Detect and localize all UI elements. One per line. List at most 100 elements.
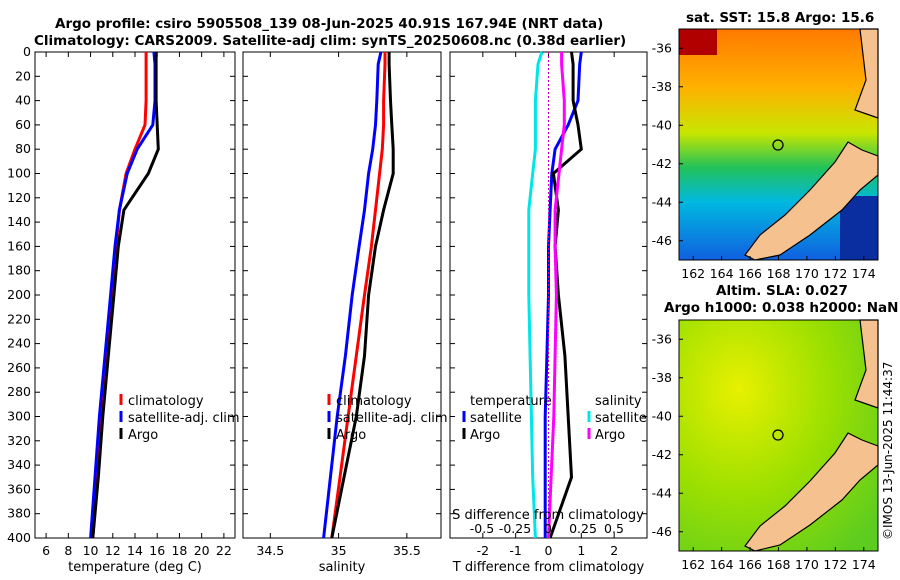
legend-label: satellite-adj. clim — [336, 411, 448, 426]
y-tick-label: 160 — [7, 238, 31, 253]
y-tick-label: 80 — [15, 141, 31, 156]
map-y-tick-label: -44 — [652, 485, 672, 500]
y-tick-label: 280 — [7, 384, 31, 399]
y-tick-label: 140 — [7, 214, 31, 229]
s-diff-tick-label: 0 — [544, 521, 552, 536]
map-x-tick-label: 166 — [738, 266, 762, 281]
profile-panel-2: -2 -1 0 1 2 T difference from climatology temp… — [449, 51, 648, 575]
map-x-tick-label: 168 — [767, 266, 791, 281]
y-tick-label: 40 — [15, 93, 31, 108]
x-tick-label: 20 — [194, 543, 210, 558]
legend-label: satellite — [470, 411, 522, 426]
map-x-tick-label: 162 — [681, 557, 705, 572]
legend-label: Argo — [128, 428, 158, 443]
s-diff-tick-label: 0.5 — [604, 521, 624, 536]
sla-map-title: Altim. SLA: 0.027 — [716, 283, 848, 299]
x-tick-label: 35 — [331, 543, 347, 558]
legend-label: climatology — [128, 394, 204, 409]
map-y-tick-label: -46 — [652, 524, 672, 539]
legend-label: Argo — [336, 428, 366, 443]
map-y-tick-label: -38 — [652, 370, 672, 385]
series-line-t-argo — [548, 51, 583, 539]
y-tick-label: 180 — [7, 263, 31, 278]
sst-map-warm-corner — [679, 29, 717, 55]
y-tick-label: 380 — [7, 506, 31, 521]
legend-label: satellite — [595, 411, 647, 426]
x-tick-label: 18 — [171, 543, 187, 558]
map-x-tick-label: 164 — [710, 557, 734, 572]
map-y-tick-label: -36 — [652, 40, 672, 55]
chart-title-line1: Argo profile: csiro 5905508_139 08-Jun-2… — [55, 16, 604, 32]
series-line-argo — [91, 52, 160, 539]
series-line-satellite-adj-clim — [322, 51, 383, 539]
x-tick-label: 12 — [105, 543, 121, 558]
x-axis-title: salinity — [319, 560, 366, 575]
legend-label: Argo — [595, 428, 625, 443]
x-tick-label: 22 — [216, 543, 232, 558]
y-tick-label: 300 — [7, 409, 31, 424]
sla-map-argo-marker — [772, 429, 784, 441]
map-y-tick-label: -44 — [652, 194, 672, 209]
y-tick-label: 120 — [7, 190, 31, 205]
profile-panel-1: 34.5 35 35.5 salinity climatology satellite-a… — [242, 51, 448, 575]
panel-frame — [34, 51, 236, 539]
sst-map-cold-patch — [840, 196, 878, 260]
legend-label: climatology — [336, 394, 412, 409]
x-tick-label: 34.5 — [256, 543, 284, 558]
x-tick-label: 10 — [83, 543, 99, 558]
y-tick-label: 60 — [15, 117, 31, 132]
y-tick-label: 20 — [15, 68, 31, 83]
y-tick-label: 200 — [7, 287, 31, 302]
map-x-tick-label: 170 — [795, 266, 819, 281]
series-line-s-satellite — [527, 51, 544, 539]
sst-map-argo-marker — [772, 139, 784, 151]
y-tick-label: 320 — [7, 433, 31, 448]
map-x-tick-label: 172 — [823, 266, 847, 281]
chart-title-line2: Climatology: CARS2009. Satellite-adj cli… — [34, 33, 627, 49]
x-tick-label: 8 — [64, 543, 72, 558]
map-x-tick-label: 170 — [795, 557, 819, 572]
series-line-t-satellite — [543, 51, 583, 538]
map-y-tick-label: -42 — [652, 156, 672, 171]
x-axis-title: temperature (deg C) — [68, 560, 202, 575]
legend-title: temperature — [470, 394, 552, 409]
series-line-climatology — [330, 52, 387, 539]
s-diff-axis-title: S difference from climatology — [452, 508, 644, 523]
y-tick-label: 0 — [23, 44, 31, 59]
legend-label: Argo — [470, 428, 500, 443]
x-tick-label: 14 — [127, 543, 143, 558]
map-y-tick-label: -42 — [652, 447, 672, 462]
y-tick-label: 100 — [7, 166, 31, 181]
legend-label: satellite-adj. clim — [128, 411, 240, 426]
x-tick-label: 1 — [577, 543, 585, 558]
y-tick-label: 340 — [7, 457, 31, 472]
legend-title: salinity — [595, 394, 642, 409]
x-tick-label: 6 — [42, 543, 50, 558]
profile-panel-0: 0 20 40 60 80 100 120 140 160 180 200 220 240 260 280 3… — [7, 44, 239, 575]
x-tick-label: 35.5 — [393, 543, 421, 558]
y-tick-label: 220 — [7, 311, 31, 326]
map-y-tick-label: -40 — [652, 117, 672, 132]
s-diff-tick-label: -0.25 — [499, 521, 531, 536]
series-line-climatology — [91, 52, 148, 539]
map-y-tick-label: -40 — [652, 408, 672, 423]
s-diff-tick-label: -0.5 — [470, 521, 494, 536]
x-tick-label: 16 — [149, 543, 165, 558]
series-line-argo — [330, 52, 395, 539]
y-tick-label: 400 — [7, 530, 31, 545]
map-x-tick-label: 172 — [823, 557, 847, 572]
map-x-tick-label: 162 — [681, 266, 705, 281]
x-tick-label: -1 — [509, 543, 521, 558]
map-x-tick-label: 174 — [852, 557, 876, 572]
x-tick-label: -2 — [477, 543, 489, 558]
sst-map-title: sat. SST: 15.8 Argo: 15.6 — [686, 10, 875, 26]
map-x-tick-label: 168 — [767, 557, 791, 572]
sla-map-subtitle: Argo h1000: 0.038 h2000: NaN — [664, 300, 899, 316]
y-tick-label: 360 — [7, 481, 31, 496]
y-tick-label: 260 — [7, 360, 31, 375]
x-tick-label: 2 — [610, 543, 618, 558]
credit-label: ©IMOS 13-Jun-2025 11:44:37 — [881, 361, 895, 540]
map-y-tick-label: -46 — [652, 233, 672, 248]
series-line-s-argo — [547, 52, 566, 539]
